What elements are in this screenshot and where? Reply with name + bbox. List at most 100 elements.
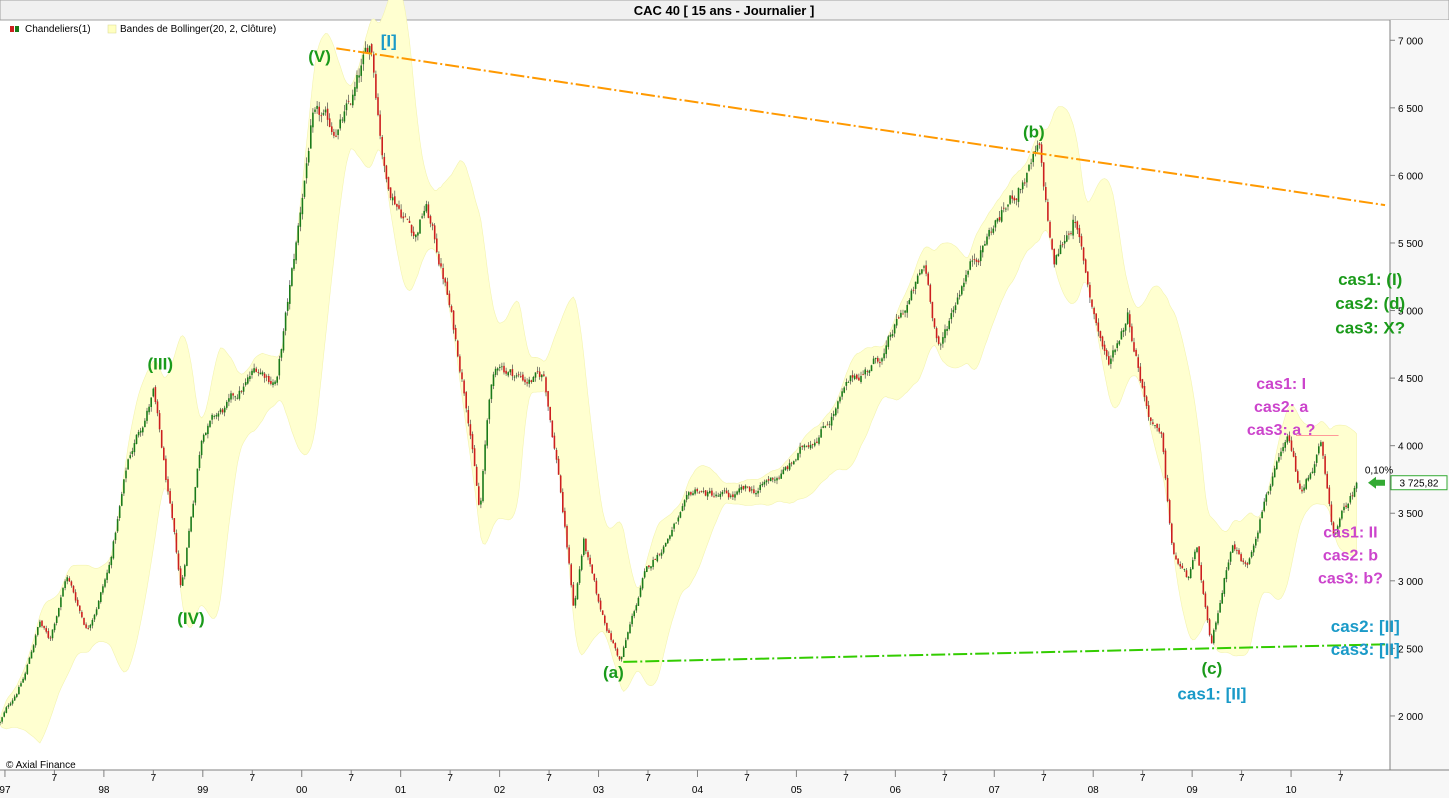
candle-body — [335, 135, 337, 137]
candle-body — [1059, 244, 1062, 254]
candle-body — [49, 637, 52, 639]
candle-body — [996, 218, 999, 222]
candle-body — [473, 448, 476, 467]
candle-body — [494, 368, 497, 375]
candle-body — [454, 328, 457, 340]
candle-body — [1217, 613, 1219, 624]
candle-body — [370, 44, 373, 53]
candle-body — [202, 434, 205, 442]
candle-body — [1349, 496, 1352, 503]
candle-body — [998, 217, 1001, 221]
candle-body — [704, 490, 707, 496]
candle-body — [1003, 207, 1005, 209]
candle-body — [1105, 350, 1108, 357]
candle-body — [526, 382, 528, 384]
candle-body — [549, 406, 551, 421]
x-tick-label: 7 — [151, 773, 157, 784]
candle-body — [1263, 501, 1265, 511]
candle-body — [969, 261, 971, 270]
candle-body — [1122, 330, 1125, 332]
candle-body — [135, 434, 138, 444]
candle-body — [236, 397, 239, 399]
candle-body — [1303, 487, 1305, 491]
candle-body — [337, 129, 339, 135]
wave-annotation: (a) — [603, 663, 624, 682]
candle-body — [276, 376, 278, 383]
candle-body — [736, 491, 738, 495]
candle-body — [520, 376, 522, 377]
wave-annotation: cas2: b — [1323, 548, 1378, 565]
candle-body — [763, 481, 766, 485]
candle-body — [1028, 164, 1030, 171]
wave-annotation: cas1: [II] — [1177, 685, 1246, 704]
candle-body — [1238, 550, 1240, 555]
candle-body — [545, 377, 547, 393]
candle-body — [1114, 349, 1116, 353]
candle-body — [320, 115, 323, 117]
candle-body — [1223, 578, 1226, 594]
candle-body — [30, 651, 33, 659]
candle-body — [977, 260, 980, 263]
candle-body — [583, 538, 585, 555]
candle-body — [427, 204, 430, 218]
candle-body — [667, 538, 669, 544]
candle-body — [297, 225, 299, 243]
y-tick-label: 7 000 — [1398, 36, 1423, 47]
candle-body — [1292, 451, 1295, 457]
candle-body — [990, 231, 992, 233]
candle-body — [780, 473, 782, 479]
candle-body — [895, 319, 898, 326]
candle-body — [74, 592, 77, 601]
candle-body — [721, 491, 724, 495]
candle-body — [715, 494, 717, 497]
candle-body — [557, 458, 560, 475]
candle-body — [587, 552, 589, 558]
candle-body — [524, 379, 526, 383]
candle-body — [259, 372, 262, 375]
candle-body — [956, 297, 959, 305]
candle-body — [891, 334, 894, 337]
candle-body — [816, 441, 818, 443]
candle-body — [1171, 523, 1173, 544]
candle-body — [301, 197, 304, 215]
candle-body — [1248, 558, 1251, 564]
candle-body — [824, 426, 827, 428]
candle-body — [5, 707, 8, 713]
candle-body — [1047, 202, 1049, 221]
candle-body — [79, 605, 81, 611]
candle-body — [177, 553, 180, 570]
candle-body — [942, 337, 944, 344]
candle-body — [1112, 350, 1114, 358]
y-axis-panel — [1390, 20, 1449, 770]
candle-body — [601, 610, 604, 615]
candle-body — [1189, 569, 1192, 579]
candle-body — [608, 630, 610, 633]
candle-body — [1242, 560, 1244, 562]
x-tick-label: 98 — [98, 785, 110, 796]
candle-body — [438, 254, 440, 265]
candle-body — [1202, 581, 1205, 594]
candle-body — [809, 444, 812, 449]
candle-body — [742, 486, 745, 490]
candle-body — [28, 657, 31, 664]
candle-body — [244, 382, 247, 386]
candle-body — [568, 547, 570, 564]
candle-body — [165, 458, 167, 480]
candle-body — [1017, 187, 1020, 202]
footer-credit: © Axial Finance — [6, 760, 76, 771]
candle-body — [805, 446, 808, 448]
candle-body — [1074, 222, 1076, 223]
x-tick-label: 04 — [692, 785, 704, 796]
candle-body — [1038, 143, 1041, 146]
candle-body — [289, 285, 291, 304]
candle-body — [1183, 569, 1186, 570]
candle-body — [303, 180, 306, 197]
candle-body — [881, 358, 883, 362]
candle-body — [270, 381, 272, 384]
candle-body — [444, 278, 446, 283]
candle-body — [683, 500, 686, 507]
candle-body — [893, 324, 896, 334]
candle-body — [866, 371, 869, 372]
candle-body — [440, 263, 442, 267]
candle-body — [843, 387, 845, 393]
